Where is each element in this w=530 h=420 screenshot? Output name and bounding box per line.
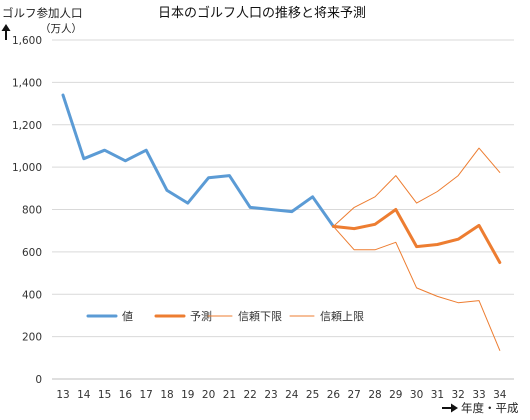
x-axis-arrow-icon — [442, 403, 458, 413]
x-tick-label: 14 — [77, 389, 91, 401]
y-tick-label: 600 — [22, 247, 42, 259]
x-tick-label: 31 — [431, 389, 444, 401]
y-tick-label: 0 — [35, 374, 42, 386]
chart-title: 日本のゴルフ人口の推移と将来予測 — [158, 5, 366, 21]
x-tick-label: 18 — [160, 389, 173, 401]
x-tick-label: 29 — [389, 389, 402, 401]
legend-label: 値 — [122, 310, 133, 323]
x-tick-label: 27 — [348, 389, 361, 401]
y-tick-label: 1,200 — [12, 120, 42, 132]
series-line — [332, 225, 501, 351]
y-tick-label: 800 — [22, 205, 42, 217]
x-tick-label: 23 — [264, 389, 277, 401]
x-tick-label: 28 — [368, 389, 381, 401]
x-tick-label: 21 — [223, 389, 236, 401]
y-tick-label: 400 — [22, 289, 42, 301]
series-lines — [61, 93, 502, 351]
legend-label: 信頼上限 — [320, 310, 364, 323]
x-tick-label: 19 — [181, 389, 194, 401]
x-tick-label: 32 — [452, 389, 465, 401]
x-tick-label: 22 — [244, 389, 257, 401]
y-axis-label: ゴルフ参加人口 — [2, 6, 83, 20]
series-line — [61, 93, 335, 228]
y-tick-labels: 0 200 400 600 800 1,000 1,200 1,400 1,600 — [12, 35, 42, 386]
x-tick-label: 25 — [306, 389, 319, 401]
y-axis-arrow-icon — [1, 24, 11, 40]
x-tick-label: 17 — [140, 389, 153, 401]
x-tick-labels: 13 14 15 16 17 18 19 20 21 22 23 24 25 26 27 28 29 30 31 32… — [56, 389, 506, 401]
series-line — [331, 208, 502, 264]
x-tick-label: 26 — [327, 389, 341, 401]
y-tick-label: 1,600 — [12, 35, 42, 47]
y-tick-label: 1,000 — [12, 162, 42, 174]
x-tick-label: 30 — [410, 389, 423, 401]
x-tick-label: 34 — [493, 389, 507, 401]
y-tick-label: 200 — [22, 332, 42, 344]
x-axis-label: 年度・平成 — [461, 401, 519, 415]
legend-label: 予測 — [190, 309, 212, 323]
x-tick-label: 15 — [98, 389, 111, 401]
legend-label: 信頼下限 — [238, 310, 282, 323]
x-tick-label: 24 — [285, 389, 299, 401]
y-tick-label: 1,400 — [12, 77, 42, 89]
x-tick-label: 13 — [56, 389, 69, 401]
x-tick-label: 33 — [472, 389, 485, 401]
x-tick-label: 16 — [119, 389, 133, 401]
series-line — [332, 147, 501, 227]
legend: 値 予測 信頼下限 信頼上限 — [86, 309, 364, 323]
y-axis-unit: （万人） — [40, 23, 82, 35]
x-tick-label: 20 — [202, 389, 215, 401]
